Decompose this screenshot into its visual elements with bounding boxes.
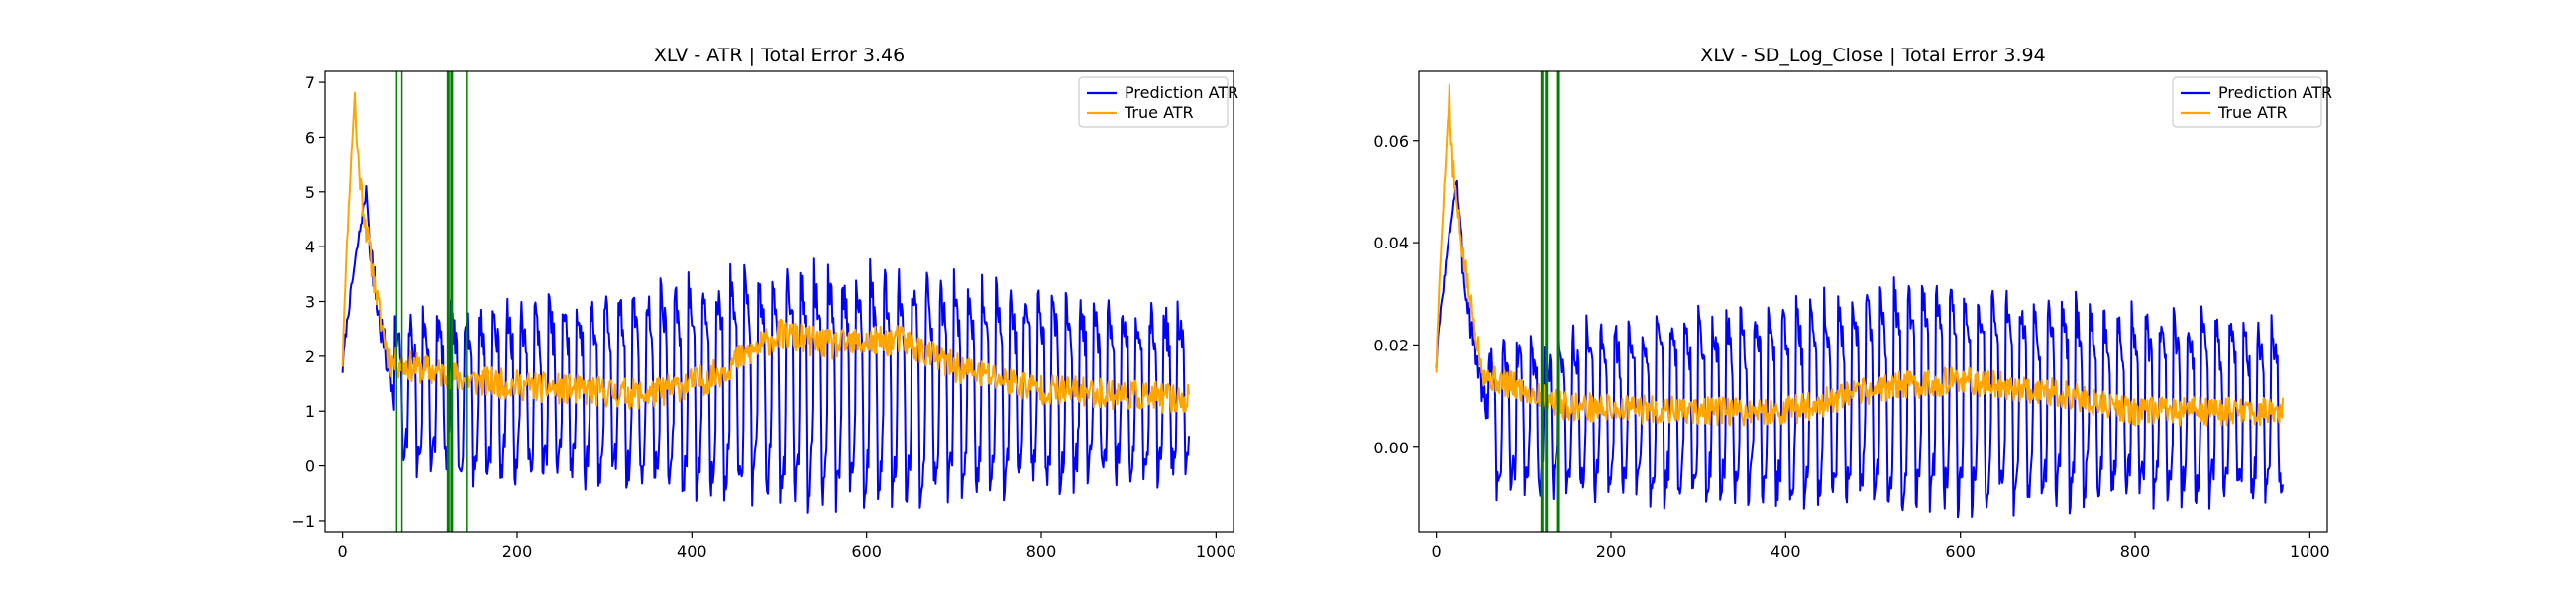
chart-title: XLV - SD_Log_Close | Total Error 3.94 [1700, 45, 2045, 66]
legend-entry-prediction: Prediction ATR [2218, 83, 2332, 102]
x-tick-label: 200 [502, 543, 533, 561]
legend-entry-true: True ATR [1124, 103, 1194, 122]
x-tick-label: 0 [338, 543, 348, 561]
y-tick-label: 0.06 [1373, 132, 1409, 150]
y-tick-label: 3 [305, 293, 315, 312]
axes-frame [1418, 70, 2328, 533]
axis-ticks: 0 200 400 600 800 1000 −1 0 1 2 3 4 5 6 7 [291, 73, 1235, 561]
x-tick-label: 600 [1945, 543, 1976, 561]
plot-area [341, 71, 1191, 532]
x-tick-label: 400 [1771, 543, 1801, 561]
x-tick-label: 800 [1026, 543, 1057, 561]
series-line-prediction [1435, 179, 2285, 519]
y-tick-label: 7 [305, 73, 315, 92]
legend-box [1078, 76, 1229, 128]
y-tick-label: 0.04 [1373, 234, 1409, 252]
x-tick-label: 1000 [1196, 543, 1236, 561]
y-tick-label: 6 [305, 128, 315, 147]
legend-box [2172, 76, 2322, 128]
axis-ticks: 0 200 400 600 800 1000 0.00 0.02 0.04 0.06 [1373, 132, 2329, 561]
series-line-prediction [341, 184, 1191, 514]
y-tick-label: 4 [305, 238, 315, 256]
y-tick-label: −1 [291, 512, 315, 531]
x-tick-label: 1000 [2290, 543, 2330, 561]
chart-title: XLV - ATR | Total Error 3.46 [654, 45, 905, 66]
legend-entry-prediction: Prediction ATR [1125, 83, 1238, 102]
legend: Prediction ATR True ATR [2172, 76, 2332, 128]
chart-atr: XLV - ATR | Total Error 3.46 0 200 400 600 8… [291, 45, 1238, 561]
series-line-true [1435, 83, 2285, 427]
x-tick-label: 200 [1596, 543, 1627, 561]
y-tick-label: 1 [305, 402, 315, 421]
x-tick-label: 0 [1432, 543, 1442, 561]
legend-entry-true: True ATR [2217, 103, 2288, 122]
series-line-true [341, 91, 1191, 414]
x-tick-label: 400 [677, 543, 707, 561]
y-tick-label: 0 [305, 457, 315, 476]
x-tick-label: 600 [851, 543, 882, 561]
y-tick-label: 5 [305, 183, 315, 202]
legend: Prediction ATR True ATR [1078, 76, 1238, 128]
y-tick-label: 0.02 [1373, 336, 1409, 354]
plot-area [1435, 71, 2285, 532]
y-tick-label: 2 [305, 347, 315, 366]
y-tick-label: 0.00 [1373, 439, 1409, 457]
x-tick-label: 800 [2120, 543, 2151, 561]
chart-sd-log-close: XLV - SD_Log_Close | Total Error 3.94 0 2… [1373, 45, 2332, 561]
